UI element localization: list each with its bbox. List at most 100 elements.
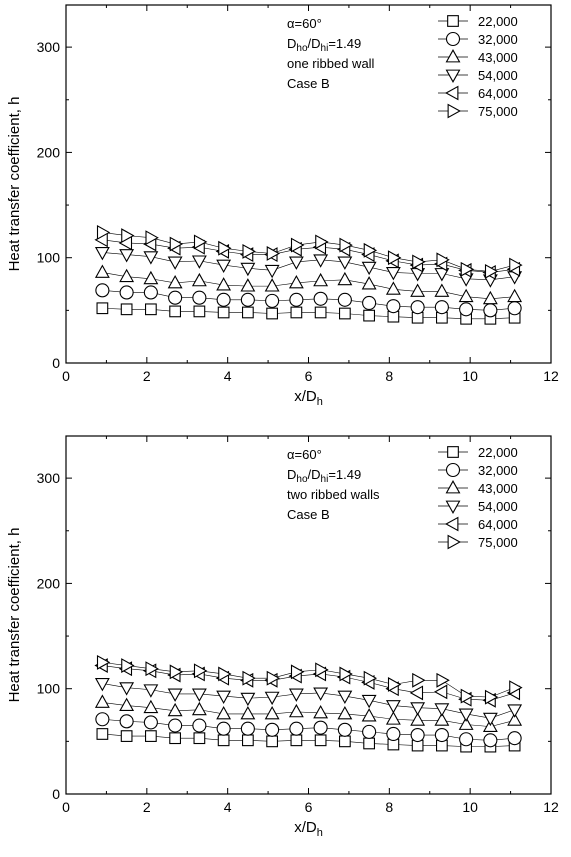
data-point xyxy=(143,251,159,265)
data-point xyxy=(192,290,207,305)
data-point xyxy=(193,663,208,679)
data-point xyxy=(119,714,134,729)
data-point xyxy=(507,704,523,718)
x-tick-label: 2 xyxy=(143,368,151,384)
data-point xyxy=(482,290,498,305)
data-point xyxy=(217,306,230,319)
data-point xyxy=(290,664,305,680)
x-tick-label: 2 xyxy=(143,799,151,815)
data-point xyxy=(434,703,450,717)
chart-1: 0 2 4 6 8 10 12 0 100 200 300 x/Dh Heat transfer coe… xyxy=(6,4,559,408)
data-point xyxy=(387,677,402,692)
y-tick-label: 0 xyxy=(52,355,60,371)
data-point xyxy=(288,275,304,289)
y-tick-label: 300 xyxy=(37,39,61,55)
y-tick-label: 100 xyxy=(37,681,61,697)
data-point xyxy=(241,306,254,319)
data-point xyxy=(289,721,304,736)
data-point xyxy=(120,303,133,316)
annotation-ratio-part: D xyxy=(287,467,296,482)
legend-marker xyxy=(445,49,461,63)
chart-2: 0 2 4 6 8 10 12 0 100 200 300 x/Dh Heat transfer coe… xyxy=(6,435,559,839)
legend-label: 75,000 xyxy=(478,535,518,550)
data-point xyxy=(483,303,498,318)
data-point xyxy=(95,712,110,727)
series-line xyxy=(102,290,515,311)
data-point xyxy=(362,295,377,311)
legend-entry: 75,000 xyxy=(438,534,518,550)
data-point xyxy=(387,250,402,266)
data-point xyxy=(363,309,376,322)
data-point xyxy=(289,292,304,307)
annotation-ratio-part: =1.49 xyxy=(328,36,361,51)
data-point xyxy=(95,283,110,298)
data-point xyxy=(458,708,474,722)
series-line xyxy=(102,239,515,273)
data-point xyxy=(143,285,158,300)
annotation-ratio-sub: ho xyxy=(296,474,308,485)
series-32000 xyxy=(95,712,522,748)
data-point xyxy=(362,724,377,739)
data-point xyxy=(361,694,377,709)
data-point xyxy=(509,680,523,696)
legend-label: 32,000 xyxy=(478,463,518,478)
data-point xyxy=(192,718,207,733)
data-point xyxy=(290,237,305,253)
legend-entry: 22,000 xyxy=(438,14,518,29)
data-point xyxy=(193,234,208,250)
data-point xyxy=(167,688,183,702)
data-point xyxy=(94,247,110,261)
legend-marker xyxy=(447,15,459,27)
annotation-ratio-sub: hi xyxy=(321,474,329,485)
annotation-angle: α=60° xyxy=(287,447,322,462)
data-point xyxy=(459,302,474,317)
data-point xyxy=(191,272,207,287)
data-point xyxy=(94,678,110,692)
y-axis-label: Heat transfer coefficient, h xyxy=(6,97,23,272)
x-tick-label: 10 xyxy=(462,368,478,384)
data-point xyxy=(507,288,523,303)
data-point xyxy=(436,672,450,688)
data-point xyxy=(168,718,183,733)
data-point xyxy=(313,687,329,701)
data-point xyxy=(119,249,135,263)
y-axis-label: Heat transfer coefficient, h xyxy=(6,528,23,703)
legend-entry: 64,000 xyxy=(438,85,518,101)
annotation-walls: one ribbed wall xyxy=(287,56,375,71)
data-point xyxy=(412,672,426,688)
data-point xyxy=(264,706,280,720)
legend-marker xyxy=(447,534,461,550)
annotation-ratio-part: /D xyxy=(308,36,321,51)
data-point xyxy=(386,299,401,314)
data-point xyxy=(96,654,111,670)
data-point xyxy=(143,684,159,698)
legend-entry: 22,000 xyxy=(438,445,518,460)
legend-entry: 75,000 xyxy=(438,103,518,119)
data-point xyxy=(119,268,135,283)
data-point xyxy=(410,702,426,716)
series-43000 xyxy=(94,694,523,733)
legend-label: 22,000 xyxy=(478,445,518,460)
legend-label: 43,000 xyxy=(478,481,518,496)
x-axis-label-main: x/D xyxy=(294,388,317,405)
data-point xyxy=(193,305,206,318)
data-point xyxy=(363,242,378,258)
data-point xyxy=(288,703,304,718)
annotation-case: Case B xyxy=(287,76,330,91)
data-point xyxy=(240,692,256,707)
y-tick-label: 200 xyxy=(37,144,61,160)
data-point xyxy=(121,228,135,244)
x-tick-label: 12 xyxy=(543,368,559,384)
data-point xyxy=(169,664,184,680)
data-point xyxy=(509,257,523,273)
x-tick-label: 8 xyxy=(385,799,393,815)
data-point xyxy=(121,658,135,673)
data-point xyxy=(266,670,281,686)
x-tick-label: 0 xyxy=(62,368,70,384)
x-tick-label: 6 xyxy=(305,368,313,384)
series-54000 xyxy=(94,247,523,288)
data-point xyxy=(507,301,522,316)
data-point xyxy=(144,730,157,742)
data-point xyxy=(484,263,499,279)
